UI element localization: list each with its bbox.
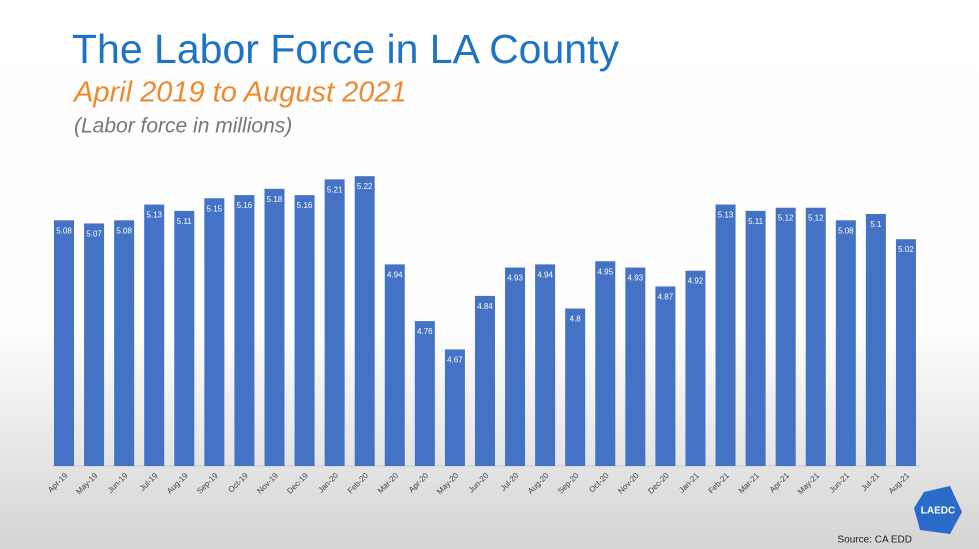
bar [384, 264, 405, 466]
bar [535, 264, 556, 466]
data-label: 5.11 [177, 217, 193, 226]
bar [144, 204, 165, 467]
bar [775, 207, 796, 466]
bar [895, 239, 916, 466]
data-label: 5.18 [267, 195, 283, 204]
logo-shape [914, 486, 962, 534]
data-label: 4.76 [417, 327, 433, 336]
data-label: 4.94 [537, 270, 553, 279]
bar [625, 267, 646, 466]
logo: LAEDC [921, 506, 955, 517]
data-label: 5.08 [838, 226, 854, 235]
axis-note: (Labor force in millions) [74, 115, 292, 138]
data-label: 5.16 [297, 201, 313, 210]
data-label: 5.13 [146, 211, 162, 220]
bar [685, 270, 706, 466]
data-label: 4.87 [658, 292, 674, 301]
bar [294, 195, 315, 466]
bar [444, 349, 465, 466]
data-label: 5.13 [718, 211, 734, 220]
data-label: 4.93 [628, 274, 644, 283]
data-label: 5.21 [327, 185, 343, 194]
data-label: 5.16 [237, 201, 253, 210]
bar [84, 223, 105, 466]
data-label: 5.08 [116, 226, 132, 235]
data-label: 5.12 [778, 214, 794, 223]
data-label: 5.1 [870, 220, 882, 229]
bar [565, 308, 586, 466]
source: Source: CA EDD [838, 535, 912, 546]
data-label: 4.94 [387, 270, 403, 279]
bar [865, 214, 886, 466]
bar [745, 210, 766, 466]
data-label: 5.12 [808, 214, 824, 223]
bar [324, 179, 345, 466]
data-label: 4.8 [570, 315, 582, 324]
bar [805, 207, 826, 466]
data-label: 5.02 [898, 245, 914, 254]
bar [595, 261, 616, 466]
data-label: 4.95 [597, 267, 613, 276]
data-label: 5.08 [56, 226, 72, 235]
data-label: 4.93 [507, 274, 523, 283]
bar [835, 220, 856, 466]
bar [474, 295, 495, 466]
data-label: 4.67 [447, 355, 463, 364]
data-label: 5.15 [207, 204, 223, 213]
bar [114, 220, 135, 466]
chart-subtitle: April 2019 to August 2021 [72, 77, 407, 109]
data-label: 5.07 [86, 229, 102, 238]
bar [174, 210, 195, 466]
data-label: 4.92 [688, 277, 704, 286]
data-label: 5.22 [357, 182, 373, 191]
chart-title: The Labor Force in LA County [72, 26, 619, 72]
bar [505, 267, 526, 466]
bar [54, 220, 74, 466]
bar [264, 188, 285, 467]
bar [204, 198, 225, 466]
bar [354, 176, 375, 466]
bar [655, 286, 676, 466]
bar [414, 321, 435, 466]
data-label: 5.11 [748, 217, 764, 226]
bar [715, 204, 736, 467]
bar [234, 195, 255, 466]
data-label: 4.84 [477, 302, 493, 311]
